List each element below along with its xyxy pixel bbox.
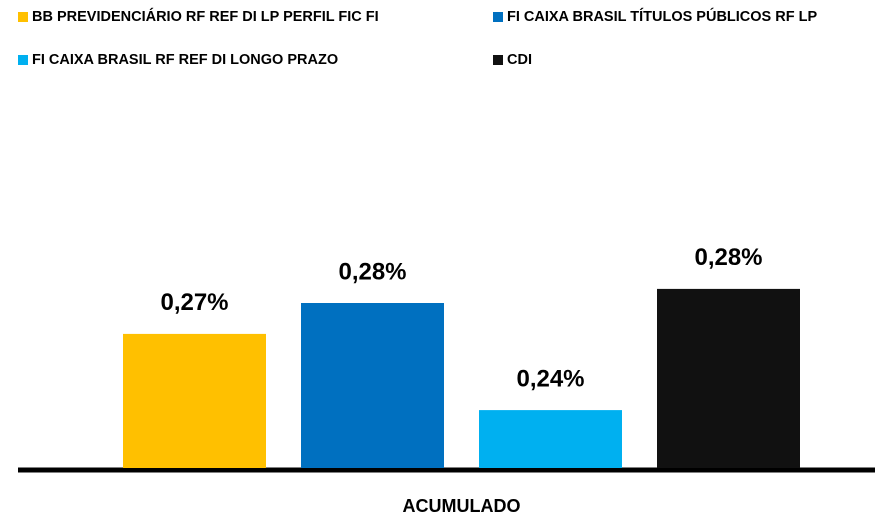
legend-swatch: [493, 55, 503, 65]
legend-label: BB PREVIDENCIÁRIO RF REF DI LP PERFIL FI…: [32, 8, 379, 25]
bar: [123, 333, 266, 468]
data-label: 0,24%: [516, 365, 584, 392]
data-label: 0,27%: [160, 289, 228, 316]
legend-swatch: [18, 55, 28, 65]
legend-label: CDI: [507, 52, 532, 68]
bar: [657, 288, 800, 468]
legend-label: FI CAIXA BRASIL TÍTULOS PÚBLICOS RF LP: [507, 7, 817, 25]
data-label: 0,28%: [338, 258, 406, 285]
legend-swatch: [18, 12, 28, 22]
legend-label: FI CAIXA BRASIL RF REF DI LONGO PRAZO: [32, 52, 338, 68]
x-tick-label: ACUMULADO: [403, 496, 521, 516]
bar: [301, 303, 444, 468]
data-label: 0,28%: [694, 244, 762, 271]
bar: [479, 410, 622, 468]
legend-swatch: [493, 12, 503, 22]
